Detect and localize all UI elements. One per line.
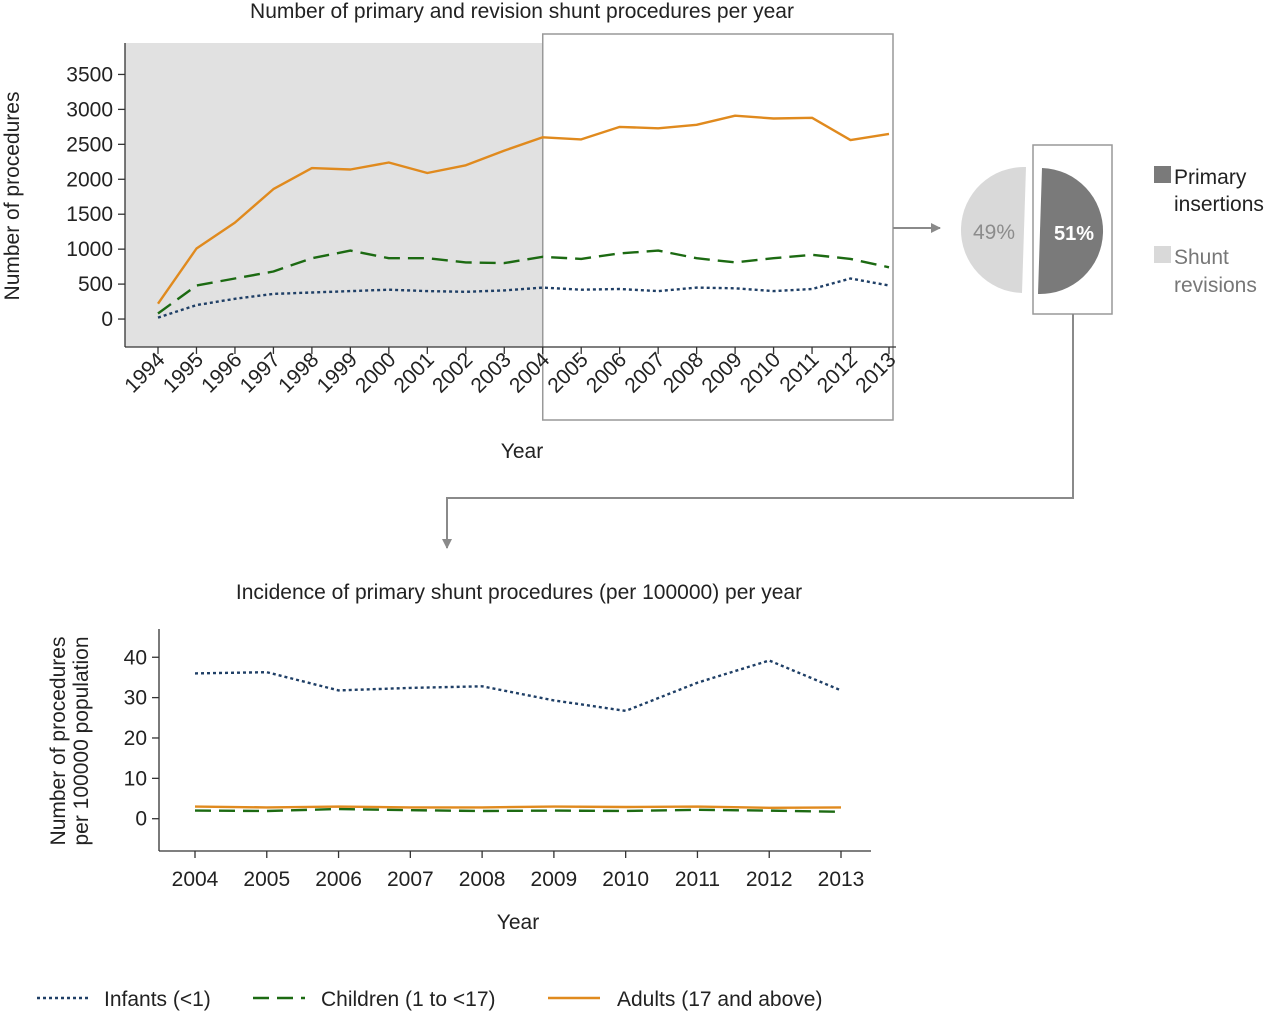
pie-legend-primary-line2: insertions xyxy=(1174,193,1264,216)
x-tick-label-2010: 2010 xyxy=(602,868,649,891)
x-tick-label-2000: 2000 xyxy=(351,348,400,397)
y-axis-ticks: 0 500 1000 1500 2000 2500 3000 3500 xyxy=(66,63,125,331)
series-line-adults-17-and-above xyxy=(157,114,890,305)
pie-legend-primary-line1: Primary xyxy=(1174,166,1247,189)
series-line-adults-17-and-above xyxy=(194,805,842,809)
y-tick-label-3000: 3000 xyxy=(66,98,113,121)
y-axis-label-incidence-line2: per 100000 population xyxy=(70,636,93,845)
y-tick-label-1500: 1500 xyxy=(66,203,113,226)
x-axis-label-incidence: Year xyxy=(497,911,539,934)
x-tick-label-2007: 2007 xyxy=(620,348,669,397)
legend-label-children: Children (1 to <17) xyxy=(321,988,496,1011)
x-axis-ticks-incidence: 2004 2005 2006 2007 2008 2009 2010 2011 2012 2013 xyxy=(172,851,865,891)
y-axis-ticks-incidence: 0 10 20 30 40 xyxy=(124,646,159,831)
x-tick-label-1999: 1999 xyxy=(313,348,362,397)
series-legend: Infants (<1) Children (1 to <17) Adults … xyxy=(37,988,822,1011)
pie-label-revisions: 49% xyxy=(973,221,1015,244)
legend-label-infants: Infants (<1) xyxy=(104,988,211,1011)
x-tick-label-1995: 1995 xyxy=(159,348,208,397)
series-lines-incidence xyxy=(194,659,842,813)
series-lines xyxy=(157,114,890,319)
y-tick-label-30: 30 xyxy=(124,687,147,710)
x-tick-label-2006: 2006 xyxy=(582,348,631,397)
pie-label-primary: 51% xyxy=(1054,223,1094,245)
y-tick-label-500: 500 xyxy=(78,273,113,296)
x-tick-label-2008: 2008 xyxy=(459,868,506,891)
y-tick-label-1000: 1000 xyxy=(66,238,113,261)
x-tick-label-2011: 2011 xyxy=(775,348,823,396)
series-line-infants-1 xyxy=(157,277,890,319)
x-tick-label-2008: 2008 xyxy=(659,348,708,397)
x-tick-label-2003: 2003 xyxy=(467,348,516,397)
x-tick-label-2012: 2012 xyxy=(746,868,793,891)
x-axis-ticks: 1994199519961997199819992000200120022003… xyxy=(120,347,901,398)
y-tick-label-20: 20 xyxy=(124,727,147,750)
pie-slice-shunt-revisions xyxy=(960,166,1026,293)
series-line-infants-1 xyxy=(194,659,842,713)
pie-legend-revisions-line2: revisions xyxy=(1174,274,1257,297)
y-tick-label-2000: 2000 xyxy=(66,168,113,191)
series-line-children-1-to-17 xyxy=(194,807,842,813)
x-tick-label-1996: 1996 xyxy=(197,348,246,397)
x-tick-label-2007: 2007 xyxy=(387,868,434,891)
x-tick-label-2012: 2012 xyxy=(813,348,862,397)
y-tick-label-0: 0 xyxy=(101,308,113,331)
x-tick-label-2005: 2005 xyxy=(543,348,592,397)
chart-title-incidence: Incidence of primary shunt procedures (p… xyxy=(236,581,802,604)
x-tick-label-2009: 2009 xyxy=(697,348,746,397)
x-tick-label-2006: 2006 xyxy=(315,868,362,891)
x-tick-label-1997: 1997 xyxy=(236,348,285,397)
x-tick-label-2004: 2004 xyxy=(505,348,555,398)
pie-slice-primary-insertions xyxy=(1038,168,1104,295)
arrow-to-incidence-chart xyxy=(442,314,1074,549)
x-tick-label-2011: 2011 xyxy=(675,868,720,891)
shaded-region-1994-2004 xyxy=(125,43,543,347)
x-tick-label-2001: 2001 xyxy=(390,348,439,397)
series-line-children-1-to-17 xyxy=(157,249,890,315)
y-tick-label-40: 40 xyxy=(124,646,147,669)
pie-legend-swatch-primary xyxy=(1154,166,1171,183)
chart-title: Number of primary and revision shunt pro… xyxy=(250,0,794,23)
y-axis-label: Number of procedures xyxy=(1,92,24,301)
x-tick-label-1994: 1994 xyxy=(120,348,170,398)
x-tick-label-2009: 2009 xyxy=(531,868,578,891)
pie-legend-swatch-revisions xyxy=(1154,246,1171,263)
y-tick-label-2500: 2500 xyxy=(66,133,113,156)
x-tick-label-2010: 2010 xyxy=(736,348,785,397)
x-tick-label-2002: 2002 xyxy=(428,348,477,397)
x-tick-label-1998: 1998 xyxy=(274,348,323,397)
x-tick-label-2005: 2005 xyxy=(243,868,290,891)
y-tick-label-10: 10 xyxy=(124,767,147,790)
pie-legend-revisions-line1: Shunt xyxy=(1174,246,1229,269)
x-axis-label: Year xyxy=(501,440,543,463)
x-tick-label-2004: 2004 xyxy=(172,868,219,891)
pie-chart: 49% 51% Primary insertions Shunt revisio… xyxy=(960,144,1264,315)
y-axis-label-incidence-line1: Number of procedures xyxy=(47,637,70,846)
legend-label-adults: Adults (17 and above) xyxy=(617,988,822,1011)
y-tick-label-3500: 3500 xyxy=(66,63,113,86)
y-tick-label-0: 0 xyxy=(135,808,147,831)
x-tick-label-2013: 2013 xyxy=(818,868,865,891)
